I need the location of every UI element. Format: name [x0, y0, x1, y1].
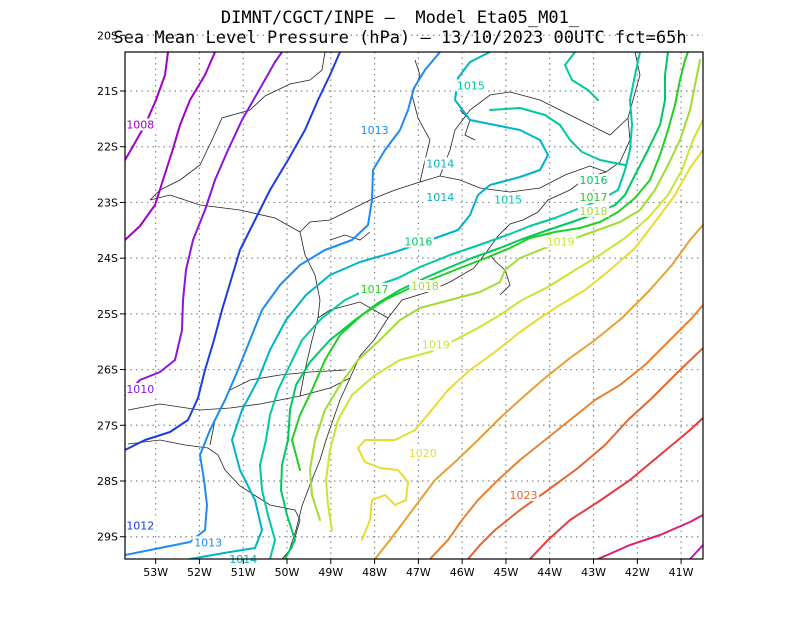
- isobar-label-background: [420, 338, 452, 351]
- isobar-label-background: [358, 124, 391, 136]
- isobar-1025: [597, 514, 703, 559]
- isobar-label: 1010: [126, 383, 154, 396]
- lat-tick-label: 26S: [97, 364, 118, 377]
- isobar-1020: [357, 149, 703, 541]
- isobar-label-background: [124, 383, 156, 396]
- lon-tick-label: 43W: [581, 566, 606, 579]
- state-border: [127, 439, 301, 559]
- lon-tick-label: 48W: [362, 566, 387, 579]
- isobar-1012: [125, 52, 341, 451]
- isobar-1024: [529, 417, 703, 559]
- state-border: [127, 377, 351, 411]
- isobar-label: 1018: [580, 205, 608, 218]
- isobar-label-background: [192, 536, 224, 549]
- lon-tick-label: 51W: [231, 566, 256, 579]
- isobar-label: 1018: [411, 280, 439, 293]
- isobar-label: 1017: [580, 191, 608, 204]
- isobar-lines: [125, 52, 703, 559]
- isobar-label: 1016: [404, 235, 432, 248]
- isobar-label: 1014: [426, 157, 454, 170]
- lon-tick-label: 50W: [275, 566, 300, 579]
- state-border: [149, 194, 321, 319]
- isobar-label-background: [455, 79, 487, 92]
- isobar-label-background: [407, 447, 439, 460]
- lat-tick-label: 28S: [97, 475, 118, 488]
- isobar-label-background: [409, 280, 441, 292]
- lat-tick-label: 24S: [97, 252, 118, 265]
- lon-tick-label: 49W: [318, 566, 343, 579]
- isobar-label-background: [545, 235, 577, 248]
- isobar-label-background: [124, 519, 156, 532]
- isobar-1018: [309, 59, 701, 521]
- map-title: DIMNT/CGCT/INPE – Model Eta05_M01_: [220, 8, 580, 28]
- isobar-1008: [125, 52, 216, 241]
- isobar-1015: [259, 52, 641, 559]
- lat-tick-label: 25S: [97, 308, 118, 321]
- isobar-label: 1020: [409, 447, 437, 460]
- isobar-label: 1015: [457, 79, 485, 92]
- state-border: [209, 369, 346, 446]
- lon-tick-label: 45W: [494, 566, 519, 579]
- isobar-label-background: [577, 190, 610, 203]
- lat-tick-label: 21S: [97, 85, 118, 98]
- state-border: [439, 91, 629, 177]
- lon-tick-label: 46W: [450, 566, 475, 579]
- isobar-label: 1019: [547, 235, 575, 248]
- lon-tick-label: 52W: [187, 566, 212, 579]
- isobar-label: 1008: [126, 118, 154, 131]
- isobar-label: 1014: [426, 191, 454, 204]
- isobar-label: 1013: [194, 536, 222, 549]
- isobar-1016: [280, 52, 669, 559]
- isobar-label: 1023: [509, 489, 537, 502]
- isobar-1015: [564, 52, 599, 101]
- river: [459, 109, 476, 141]
- lat-tick-label: 29S: [97, 531, 118, 544]
- lon-tick-label: 53W: [143, 566, 168, 579]
- isobar-label-background: [358, 282, 391, 295]
- isobar-label: 1013: [361, 124, 389, 137]
- lat-tick-label: 20S: [97, 29, 118, 42]
- lat-tick-label: 22S: [97, 141, 118, 154]
- map-subtitle: Sea Mean Level Pressure (hPa) – 13/10/20…: [113, 28, 687, 48]
- coastline: [281, 52, 641, 559]
- isobar-1019: [325, 119, 703, 531]
- isobar-1015: [489, 107, 626, 166]
- lon-tick-label: 47W: [406, 566, 431, 579]
- map-grid: [125, 34, 703, 559]
- isobar-label: 1012: [126, 520, 154, 533]
- isobar-label-background: [124, 118, 156, 131]
- isobar-label: 1017: [361, 283, 389, 296]
- isobar-1008: [125, 52, 169, 161]
- isobar-label-background: [424, 190, 456, 203]
- isobar-label: 1016: [580, 174, 608, 187]
- isobar-label-background: [402, 235, 434, 248]
- lon-tick-label: 41W: [669, 566, 694, 579]
- isobar-1017: [291, 52, 689, 471]
- river: [329, 231, 371, 241]
- isobar-label: 1015: [494, 194, 522, 207]
- isobar-label-background: [577, 174, 610, 187]
- isobar-1022: [429, 304, 703, 559]
- lat-tick-label: 23S: [97, 196, 118, 209]
- plot-frame: [124, 51, 704, 560]
- isobar-1026: [689, 544, 703, 559]
- lat-tick-label: 27S: [97, 419, 118, 432]
- lon-tick-label: 44W: [537, 566, 562, 579]
- axis-ticks: 53W 52W 51W 50W 49W 48W 47W 46W 45W 44W 43W 42W 41W 2…: [97, 29, 694, 579]
- isobar-1021: [374, 224, 703, 559]
- isobar-1013: [125, 52, 441, 556]
- isobar-label-background: [492, 193, 524, 206]
- isobar-label: 1019: [422, 339, 450, 352]
- isobar-label-background: [507, 488, 540, 501]
- isobar-label-background: [424, 157, 456, 170]
- isobar-label-background: [577, 204, 610, 217]
- river: [489, 254, 511, 296]
- isobar-1023: [467, 347, 703, 559]
- lon-tick-label: 42W: [625, 566, 650, 579]
- state-border: [149, 52, 326, 201]
- isobar-1010: [125, 52, 283, 396]
